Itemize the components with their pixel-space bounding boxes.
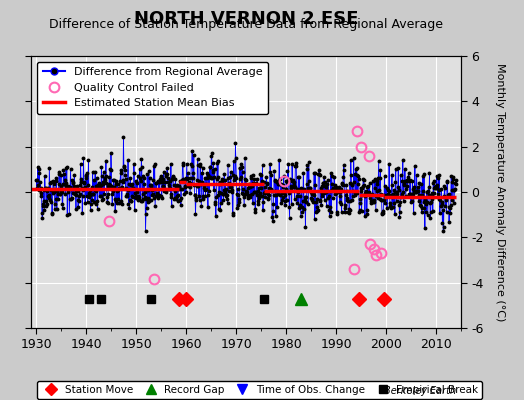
Text: NORTH VERNON 2 ESE: NORTH VERNON 2 ESE <box>134 10 358 28</box>
Text: Berkeley Earth: Berkeley Earth <box>384 386 456 396</box>
Text: Difference of Station Temperature Data from Regional Average: Difference of Station Temperature Data f… <box>49 18 443 31</box>
Legend: Station Move, Record Gap, Time of Obs. Change, Empirical Break: Station Move, Record Gap, Time of Obs. C… <box>37 381 483 399</box>
Y-axis label: Monthly Temperature Anomaly Difference (°C): Monthly Temperature Anomaly Difference (… <box>495 63 505 321</box>
